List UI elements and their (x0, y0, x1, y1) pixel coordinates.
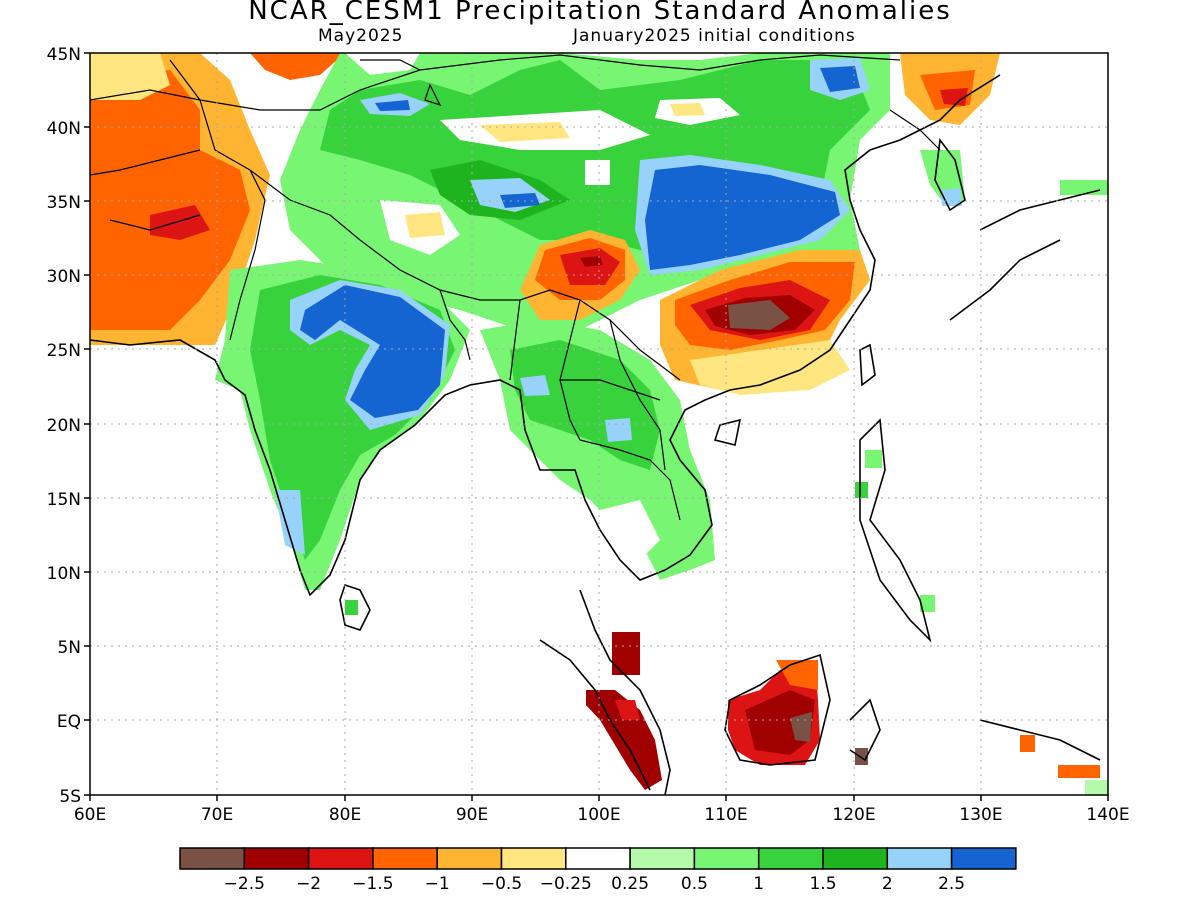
colorbar-label: 1.5 (809, 874, 836, 894)
coastlines (90, 74, 1101, 795)
lat-label: 5S (59, 787, 81, 807)
grid-lines (90, 53, 1108, 795)
anomaly-shading (90, 53, 1108, 795)
colorbar-swatch (372, 847, 438, 870)
lon-label: 120E (832, 805, 875, 825)
colorbar-label: −2.5 (224, 874, 265, 894)
colorbar-label: −2 (296, 874, 321, 894)
colorbar-label: 0.25 (611, 874, 649, 894)
lat-label: 20N (47, 416, 81, 436)
colorbar-swatch (629, 847, 696, 870)
colorbar-swatch (693, 847, 760, 870)
initial-conditions-label: January2025 initial conditions (573, 26, 856, 46)
colorbar-swatch (565, 847, 631, 870)
lon-label: 130E (959, 805, 1002, 825)
colorbar-swatch (886, 847, 953, 870)
colorbar-label: 1 (753, 874, 764, 894)
lon-label: 140E (1086, 805, 1129, 825)
colorbar-swatch (757, 847, 824, 870)
colorbar-swatch (436, 847, 503, 870)
lat-label: 5N (57, 638, 81, 658)
lon-label: 80E (329, 805, 361, 825)
colorbar-swatch (500, 847, 567, 870)
colorbar-swatch (307, 847, 374, 870)
lon-label: 60E (74, 805, 106, 825)
lon-label: 90E (456, 805, 488, 825)
country-borders (90, 54, 941, 521)
lat-label: 40N (47, 119, 81, 139)
lat-label: 45N (47, 45, 81, 65)
lat-label: 15N (47, 490, 81, 510)
colorbar-label: 2 (882, 874, 893, 894)
colorbar-label: −1.5 (352, 874, 393, 894)
lon-label: 110E (704, 805, 747, 825)
colorbar-swatch (950, 847, 1017, 870)
colorbar-label: −1 (425, 874, 450, 894)
colorbar-label: −0.5 (481, 874, 522, 894)
lat-label: 35N (47, 193, 81, 213)
colorbar-swatch (179, 847, 246, 870)
colorbar (179, 847, 1017, 870)
colorbar-label: −0.25 (540, 874, 592, 894)
lon-label: 70E (201, 805, 233, 825)
lon-label: 100E (577, 805, 620, 825)
target-month-label: May2025 (318, 26, 404, 46)
colorbar-swatch (243, 847, 310, 870)
colorbar-label: 2.5 (938, 874, 965, 894)
longitude-labels: 60E 70E 80E 90E 100E 110E 120E 130E 140E (74, 805, 1130, 825)
lat-label: EQ (57, 712, 81, 732)
colorbar-label: 0.5 (681, 874, 708, 894)
lat-label: 10N (47, 564, 81, 584)
colorbar-swatch (822, 847, 889, 870)
axis-ticks (84, 52, 1109, 801)
lat-label: 30N (47, 267, 81, 287)
latitude-labels: 45N 40N 35N 30N 25N 20N 15N 10N 5N EQ 5S (47, 45, 81, 807)
lat-label: 25N (47, 341, 81, 361)
colorbar-labels: −2.5 −2 −1.5 −1 −0.5 −0.25 0.25 0.5 1 1.5 2 2.5 (224, 874, 965, 894)
map-title: NCAR_CESM1 Precipitation Standard Anomal… (248, 0, 952, 26)
